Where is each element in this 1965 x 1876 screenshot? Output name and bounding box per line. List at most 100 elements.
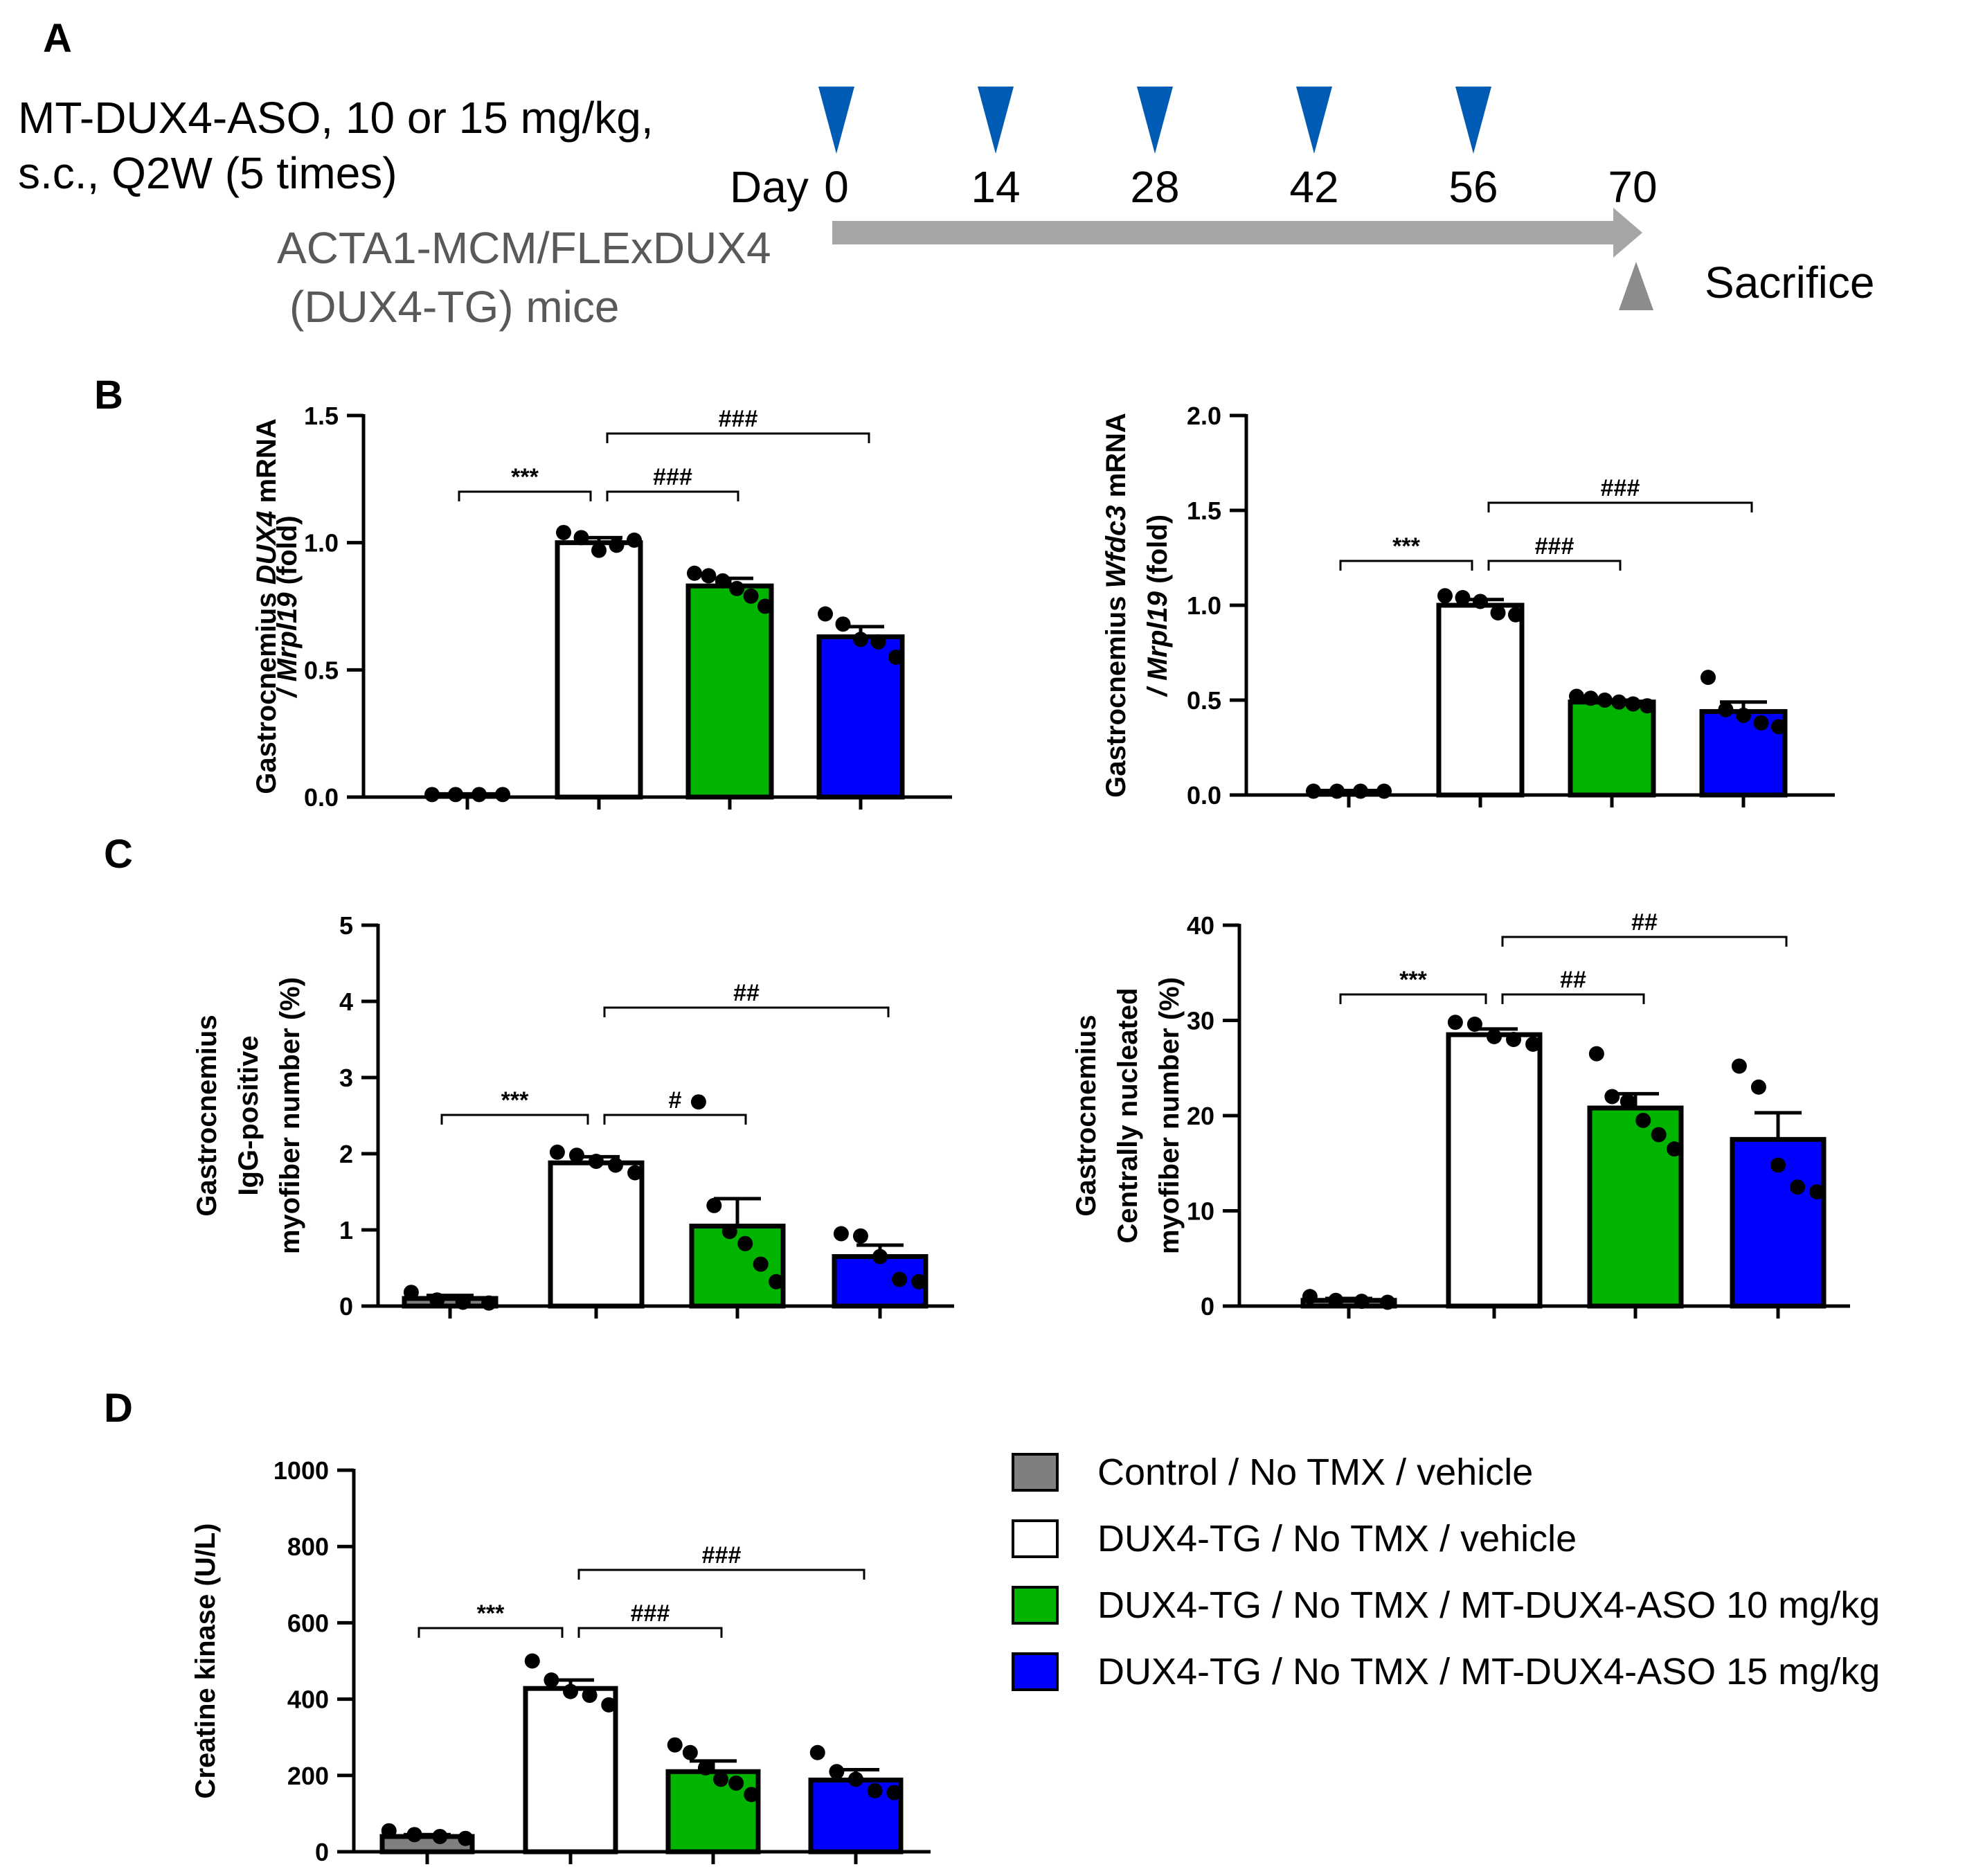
bar [689, 1224, 786, 1309]
y-axis-label-part: Gastrocnemius [1101, 589, 1131, 798]
data-point [1790, 1179, 1806, 1195]
y-tick-label: 5 [339, 911, 353, 940]
data-point [448, 787, 463, 803]
bar [1587, 1105, 1684, 1309]
data-point [1588, 1046, 1604, 1062]
bar [1446, 1032, 1543, 1309]
y-axis-label-part: IgG-positive [233, 1035, 264, 1195]
data-point [1640, 698, 1655, 714]
data-point [568, 1147, 584, 1163]
y-axis-label-part: Mrpl19 [272, 592, 303, 682]
significance-bracket [603, 1006, 890, 1017]
significance-label: ### [702, 1542, 742, 1569]
y-axis-label: IgG-positive [233, 1035, 264, 1195]
day-tick-label: 70 [1608, 162, 1657, 212]
y-tick-label: 0 [1201, 1292, 1214, 1321]
significance-label: ## [1631, 909, 1658, 936]
data-point [687, 565, 702, 581]
data-point [1508, 607, 1523, 623]
data-point [690, 1094, 706, 1110]
data-point [1376, 783, 1392, 799]
legend-swatch [1012, 1586, 1059, 1625]
data-point [1328, 1292, 1344, 1308]
significance-bracket [603, 1114, 747, 1125]
data-point [1604, 1089, 1620, 1105]
y-axis-label-part: / [272, 681, 303, 698]
data-point [556, 524, 571, 540]
data-point [627, 532, 642, 548]
legend-swatch [1012, 1519, 1059, 1558]
legend: Control / No TMX / vehicle DUX4-TG / No T… [1012, 1451, 1880, 1692]
data-point [601, 1697, 617, 1713]
y-tick-label: 1.0 [1187, 591, 1221, 620]
data-point [403, 1285, 419, 1301]
y-axis-label-part: Gastrocnemius [192, 1015, 222, 1216]
data-point [1651, 1127, 1667, 1143]
y-tick-label: 2.0 [1187, 402, 1221, 430]
y-tick-label: 200 [287, 1762, 329, 1790]
data-point [1380, 1294, 1396, 1310]
data-point [458, 1830, 474, 1846]
data-point [1701, 670, 1716, 686]
sacrifice-marker [1619, 262, 1653, 310]
data-point [911, 1274, 927, 1289]
bar [523, 1686, 618, 1855]
data-point [544, 1672, 559, 1688]
data-point [1487, 1028, 1502, 1044]
bar [1699, 708, 1788, 798]
significance-bracket [1339, 560, 1473, 571]
data-point [1569, 688, 1584, 704]
data-point [381, 1823, 397, 1839]
data-point [495, 787, 510, 803]
y-tick-label: 2 [339, 1140, 353, 1168]
y-tick-label: 0 [315, 1838, 329, 1866]
data-point [721, 1224, 737, 1240]
y-tick-label: 1.0 [304, 529, 339, 557]
significance-bracket [577, 1569, 865, 1580]
data-point [757, 598, 773, 614]
panel-label-b: B [94, 373, 123, 418]
data-point [743, 588, 759, 604]
data-point [563, 1683, 578, 1699]
data-point [1329, 783, 1345, 799]
data-point [809, 1744, 825, 1760]
y-axis-label: myofiber number (%) [275, 977, 305, 1254]
data-point [481, 1295, 497, 1311]
y-tick-label: 1.5 [304, 402, 339, 430]
significance-bracket [606, 490, 739, 501]
data-point [1611, 694, 1627, 710]
significance-bracket [458, 490, 592, 501]
data-point [1353, 783, 1368, 799]
significance-bracket [440, 1114, 589, 1125]
y-axis-label: Gastrocnemius DUX4 mRNA [251, 418, 282, 794]
y-tick-label: 1000 [273, 1456, 329, 1485]
significance-label: ## [1560, 967, 1586, 993]
data-point [829, 1764, 845, 1780]
legend-label: Control / No TMX / vehicle [1097, 1451, 1533, 1493]
y-tick-label: 3 [339, 1064, 353, 1092]
chart-creatine-kinase: 0 200 400 600 800 1000 Creatine kinase (U/L) **… [190, 1456, 931, 1866]
data-point [1736, 707, 1751, 723]
y-axis-label-part: mRNA [251, 418, 282, 510]
day-tick-label: 0 [824, 162, 849, 212]
dose-markers [818, 87, 1491, 154]
y-axis-label-part: myofiber number (%) [275, 977, 305, 1254]
y-axis-label-part: Wfdc3 [1101, 506, 1131, 589]
data-point [1437, 588, 1453, 604]
data-point [608, 1157, 624, 1173]
panel-label-d: D [104, 1386, 133, 1431]
data-point [1473, 593, 1488, 609]
legend-swatch [1012, 1652, 1059, 1691]
y-axis-label: / Mrpl19 (fold) [272, 515, 303, 698]
data-point [1619, 1093, 1635, 1109]
data-point [472, 787, 487, 803]
data-point [818, 606, 833, 622]
data-point [1466, 1017, 1482, 1032]
data-point [1770, 1157, 1786, 1173]
data-point [1771, 719, 1786, 735]
dose-marker [818, 87, 854, 154]
dosing-schedule: MT-DUX4-ASO, 10 or 15 mg/kg, s.c., Q2W (… [18, 87, 1874, 332]
data-point [1753, 715, 1769, 731]
dose-description-line1: MT-DUX4-ASO, 10 or 15 mg/kg, [18, 93, 654, 143]
